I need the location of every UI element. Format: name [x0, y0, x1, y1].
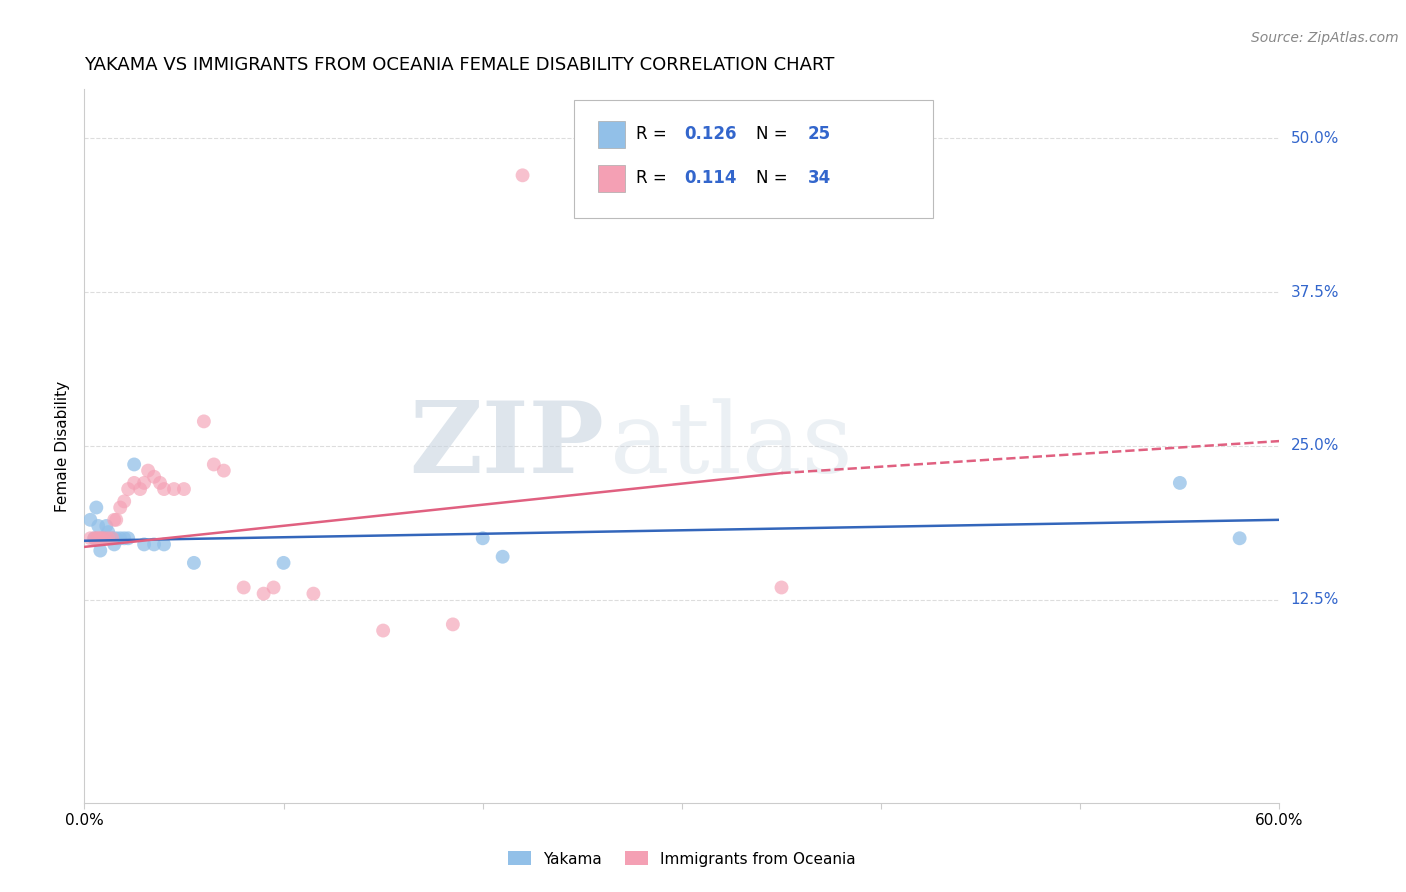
Point [86, 500, 108, 515]
Point [1229, 531, 1251, 545]
Text: 0.114: 0.114 [685, 169, 737, 187]
Point [129, 482, 152, 496]
Point [83, 531, 105, 545]
Point [97, 531, 120, 545]
Point [112, 494, 135, 508]
Point [770, 581, 793, 595]
Point [89, 543, 111, 558]
Point [202, 458, 225, 472]
Point [512, 169, 534, 183]
Point [183, 556, 205, 570]
Point [79, 531, 101, 545]
Point [117, 482, 139, 496]
Text: N =: N = [756, 125, 793, 143]
Point [153, 537, 176, 551]
Point [143, 537, 166, 551]
Point [97, 525, 120, 540]
Point [173, 482, 195, 496]
Point [105, 513, 128, 527]
Point [96, 519, 118, 533]
Point [91, 531, 114, 545]
Point [253, 587, 276, 601]
Point [232, 581, 254, 595]
Point [132, 475, 156, 490]
Text: 34: 34 [807, 169, 831, 187]
Point [273, 556, 295, 570]
Point [163, 482, 186, 496]
Point [101, 531, 124, 545]
Text: YAKAMA VS IMMIGRANTS FROM OCEANIA FEMALE DISABILITY CORRELATION CHART: YAKAMA VS IMMIGRANTS FROM OCEANIA FEMALE… [84, 56, 835, 74]
Point [122, 475, 145, 490]
Text: 25.0%: 25.0% [1291, 439, 1339, 453]
Text: 50.0%: 50.0% [1291, 131, 1339, 146]
Point [101, 531, 124, 545]
Bar [599, 120, 624, 148]
Point [83, 531, 105, 545]
Legend: Yakama, Immigrants from Oceania: Yakama, Immigrants from Oceania [508, 852, 856, 866]
Text: 12.5%: 12.5% [1291, 592, 1339, 607]
Text: N =: N = [756, 169, 793, 187]
Point [103, 513, 125, 527]
Text: 37.5%: 37.5% [1291, 285, 1339, 300]
Point [110, 531, 132, 545]
Point [212, 464, 235, 478]
Point [112, 531, 135, 545]
Point [153, 482, 176, 496]
Point [103, 537, 125, 551]
Point [93, 531, 115, 545]
Point [1168, 475, 1191, 490]
Point [471, 531, 494, 545]
Text: ZIP: ZIP [409, 398, 605, 494]
Point [302, 587, 325, 601]
Point [149, 475, 172, 490]
Point [86, 531, 108, 545]
Text: 25: 25 [807, 125, 831, 143]
Text: Source: ZipAtlas.com: Source: ZipAtlas.com [1251, 31, 1399, 45]
Point [373, 624, 395, 638]
Point [122, 458, 145, 472]
FancyBboxPatch shape [575, 100, 934, 218]
Point [117, 531, 139, 545]
Text: R =: R = [637, 169, 672, 187]
Point [87, 531, 110, 545]
Point [105, 531, 128, 545]
Point [79, 513, 101, 527]
Point [89, 531, 111, 545]
Y-axis label: Female Disability: Female Disability [55, 380, 70, 512]
Point [492, 549, 515, 564]
Point [87, 519, 110, 533]
Point [110, 500, 132, 515]
Point [91, 531, 114, 545]
Text: atlas: atlas [610, 398, 853, 494]
Point [441, 617, 464, 632]
Text: 0.126: 0.126 [685, 125, 737, 143]
Text: R =: R = [637, 125, 672, 143]
Point [193, 414, 215, 428]
Point [143, 469, 166, 483]
Point [132, 537, 156, 551]
Point [263, 581, 285, 595]
Point [136, 464, 159, 478]
Point [93, 531, 115, 545]
Bar [599, 165, 624, 192]
